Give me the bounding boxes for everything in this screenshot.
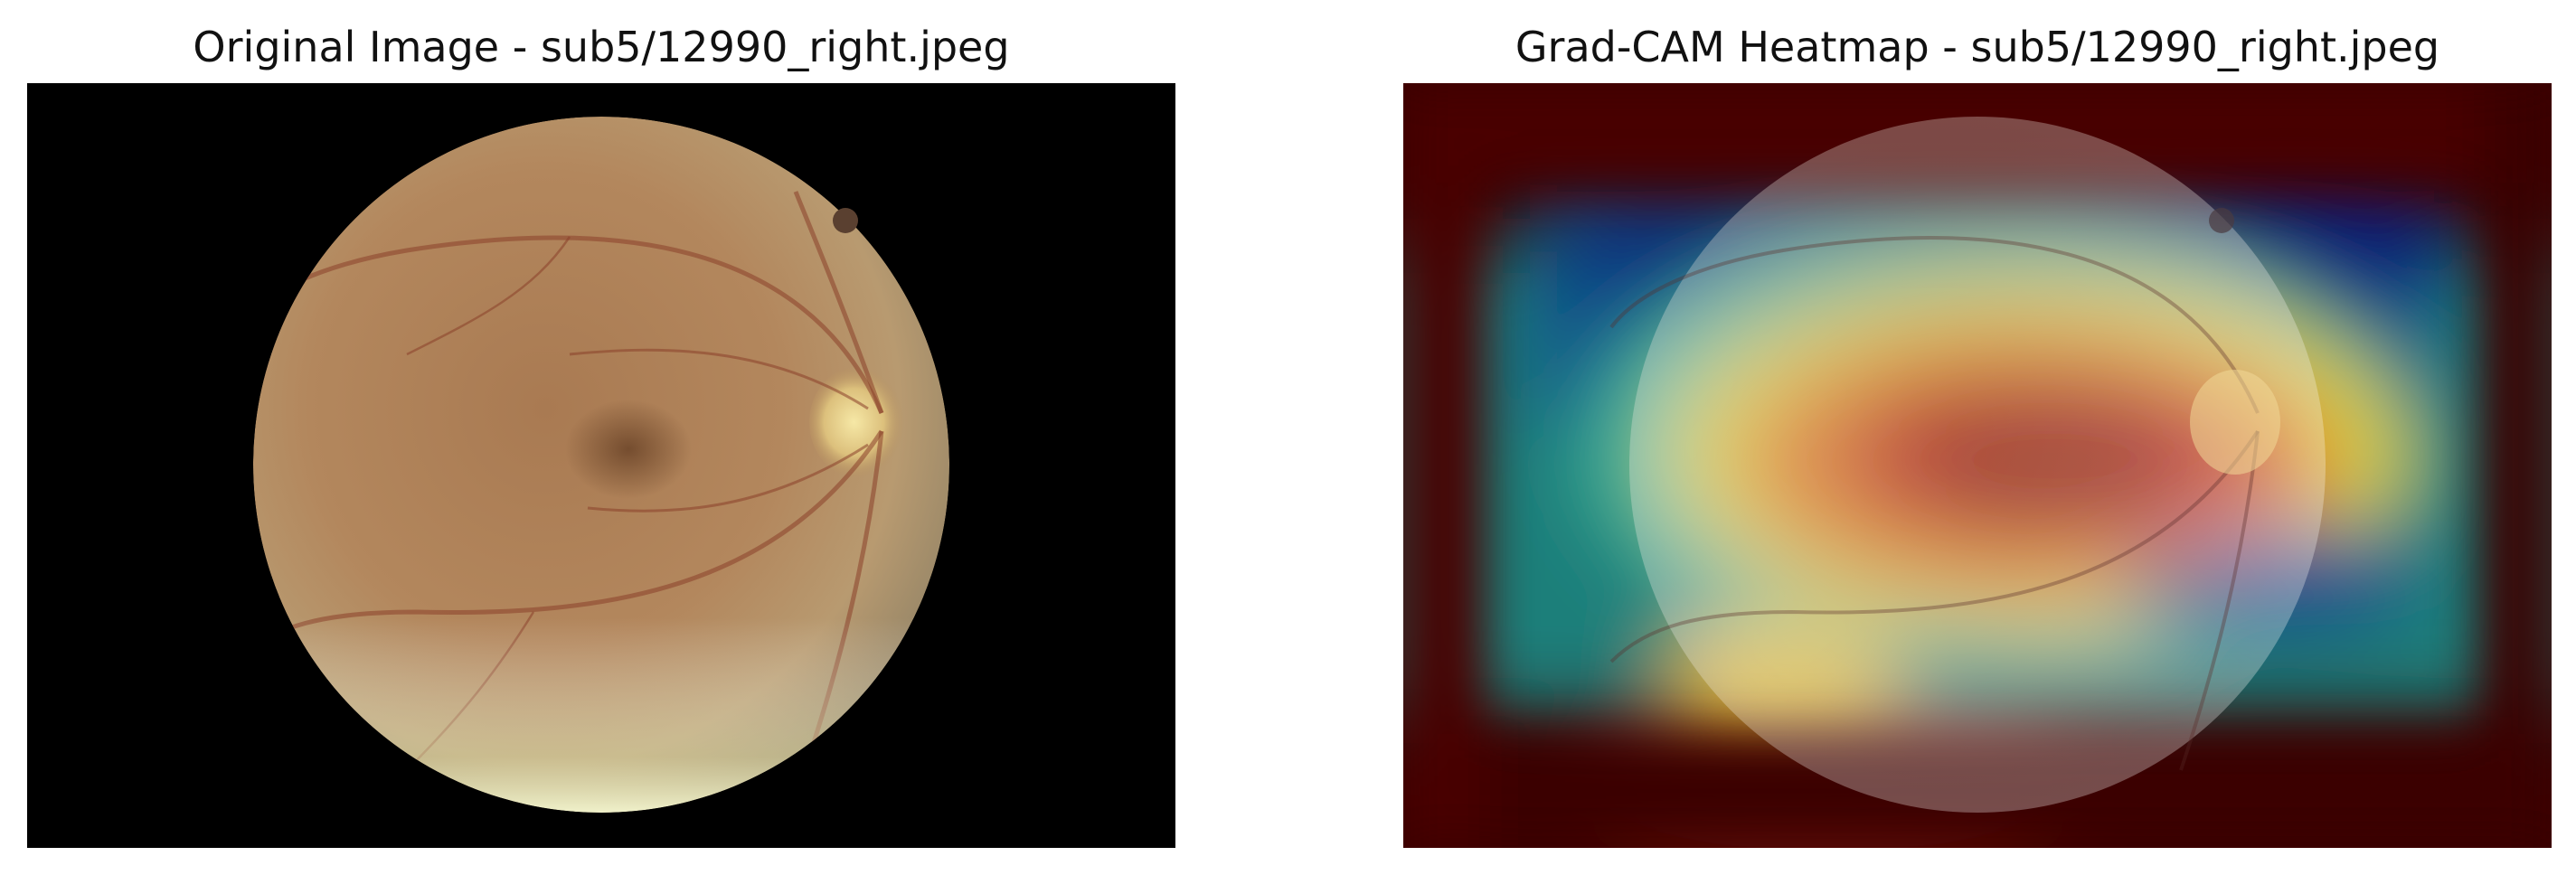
gradcam-title: Grad-CAM Heatmap - sub5/12990_right.jpeg xyxy=(1514,23,2440,71)
original-image-title: Original Image - sub5/12990_right.jpeg xyxy=(193,23,1010,71)
fundus-image xyxy=(27,83,1175,848)
gradcam-panel: Grad-CAM Heatmap - sub5/12990_right.jpeg xyxy=(1403,0,2552,848)
gradcam-heatmap xyxy=(1403,83,2552,848)
original-image-frame xyxy=(27,83,1175,848)
original-image-panel: Original Image - sub5/12990_right.jpeg xyxy=(27,0,1175,848)
gradcam-frame xyxy=(1403,83,2552,848)
